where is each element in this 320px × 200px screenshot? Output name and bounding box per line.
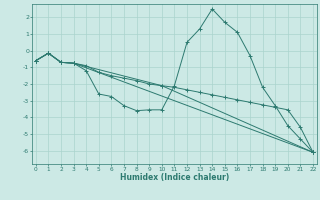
X-axis label: Humidex (Indice chaleur): Humidex (Indice chaleur) <box>120 173 229 182</box>
